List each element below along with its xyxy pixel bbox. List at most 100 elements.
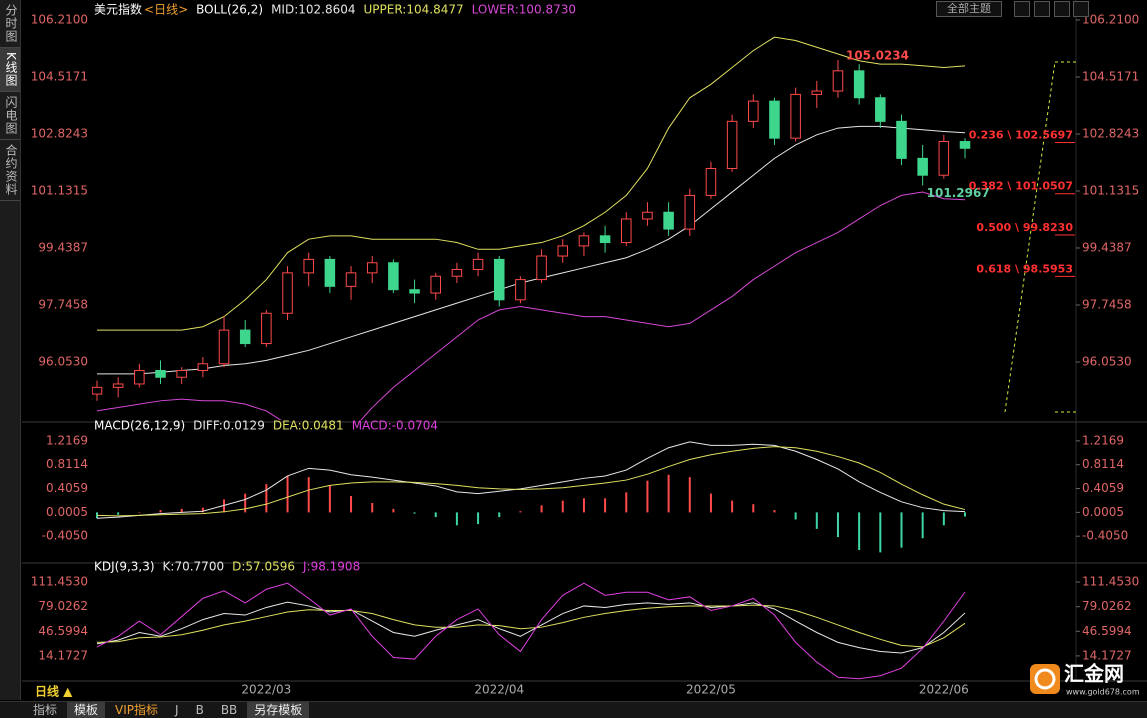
y-tick-label: 0.0005	[1082, 505, 1124, 519]
candle-body	[493, 258, 505, 301]
legend-entry: LOWER:100.8730	[472, 3, 576, 17]
macd-bar	[413, 512, 416, 514]
macd-bar	[392, 508, 395, 513]
period-label[interactable]: 日线 ▲	[35, 684, 73, 699]
macd-bar	[117, 512, 120, 515]
candle-body	[832, 70, 844, 92]
y-tick-label: 96.0530	[1082, 354, 1132, 368]
legend-entry: K:70.7700	[163, 560, 225, 574]
indicator-line	[96, 604, 966, 648]
y-tick-label: 0.4059	[1082, 481, 1124, 495]
toolbar-item[interactable]: BB	[220, 703, 238, 717]
candle-body	[748, 100, 759, 122]
macd-bar	[138, 512, 141, 513]
y-tick-label: 102.8243	[1082, 126, 1139, 140]
sidebar-tab[interactable]: 闪电图	[0, 92, 20, 140]
sidebar-tab[interactable]: 分时图	[0, 0, 20, 48]
candle-body	[811, 90, 823, 95]
y-tick-label: 0.8114	[1082, 457, 1124, 471]
candle-body	[959, 141, 971, 149]
legend-entry: DIFF:0.0129	[193, 419, 265, 433]
macd-bar	[159, 510, 162, 513]
x-tick-label: 2022/03	[241, 683, 291, 697]
candle-body	[938, 141, 950, 176]
indicator-line	[97, 36, 966, 331]
y-tick-label: 0.8114	[46, 457, 88, 471]
toolbar-item[interactable]: 另存模板	[247, 702, 310, 718]
y-tick-label: 14.1727	[38, 648, 88, 662]
macd-bar	[350, 495, 353, 513]
y-tick-label: 0.4059	[46, 481, 88, 495]
macd-bar	[900, 512, 903, 548]
candle-body	[705, 167, 717, 196]
legend-entry: J:98.1908	[302, 560, 360, 574]
theme-button[interactable]: 全部主题	[936, 1, 1002, 17]
toolbar-item[interactable]: B	[195, 703, 204, 717]
macd-bar	[773, 510, 776, 513]
candle-body	[155, 370, 166, 378]
macd-bar	[646, 480, 649, 513]
y-tick-label: 79.0262	[1082, 599, 1132, 613]
candle-body	[726, 120, 738, 169]
macd-bar	[625, 492, 628, 513]
y-tick-label: 0.0005	[46, 505, 88, 519]
candle-body	[345, 272, 357, 287]
y-tick-label: 104.5171	[31, 69, 88, 83]
icon-button[interactable]	[1034, 1, 1050, 17]
low-annotation: 101.2967	[927, 186, 990, 200]
y-tick-label: -0.4050	[1082, 529, 1128, 543]
macd-bar	[921, 512, 924, 539]
y-tick-label: 97.7458	[38, 297, 88, 311]
y-tick-label: 99.4387	[38, 240, 88, 254]
logo-icon	[1034, 668, 1056, 690]
candle-body	[621, 218, 632, 244]
macd-bar	[942, 512, 945, 526]
toolbar-item[interactable]: VIP指标	[115, 703, 159, 717]
legend-entry: KDJ(9,3,3)	[94, 560, 155, 574]
icon-button[interactable]	[1054, 1, 1070, 17]
y-tick-label: 106.2100	[31, 12, 88, 26]
toolbar-item[interactable]: J	[175, 703, 179, 717]
candle-body	[388, 262, 399, 291]
x-tick-label: 2022/05	[686, 683, 736, 697]
candle-body	[134, 370, 145, 385]
candle-body	[239, 329, 251, 345]
macd-bar	[815, 512, 818, 529]
candle-body	[515, 279, 526, 301]
indicator-line	[96, 446, 966, 517]
legend-entry: MACD:-0.0704	[352, 419, 438, 433]
legend-entry: DEA:0.0481	[273, 419, 344, 433]
candle-body	[642, 211, 653, 220]
macd-bar	[688, 477, 691, 513]
y-tick-label: 46.5994	[1082, 624, 1132, 638]
macd-bar	[858, 512, 861, 551]
macd-bar	[582, 498, 585, 513]
indicator-line	[96, 441, 966, 519]
legend-entry: <日线>	[144, 3, 188, 17]
toolbar-item[interactable]: 模板	[67, 702, 106, 718]
sidebar-tab[interactable]: 合约资料	[0, 140, 20, 201]
logo-name: 汇金网	[1064, 662, 1124, 686]
sidebar-tab[interactable]: K线图	[0, 48, 20, 92]
y-tick-label: 14.1727	[1082, 648, 1132, 662]
legend-entry: D:57.0596	[232, 560, 295, 574]
icon-button[interactable]	[1073, 1, 1089, 17]
candle-body	[218, 329, 230, 365]
macd-bar	[879, 512, 882, 553]
sidebar: 分时图 K线图 闪电图 合约资料	[0, 0, 21, 700]
x-tick-label: 2022/06	[919, 683, 969, 697]
macd-bar	[328, 485, 331, 513]
macd-bar	[434, 512, 437, 518]
candle-body	[557, 245, 569, 257]
candle-body	[599, 235, 611, 244]
candle-body	[261, 312, 272, 345]
candle-body	[684, 194, 696, 230]
candle-body	[112, 383, 124, 388]
macd-bar	[561, 500, 564, 513]
toolbar-item[interactable]: 指标	[33, 703, 58, 717]
candle-body	[303, 258, 314, 274]
icon-button[interactable]	[1014, 1, 1030, 17]
y-tick-label: 111.4530	[1082, 575, 1139, 589]
candle-body	[197, 363, 209, 372]
